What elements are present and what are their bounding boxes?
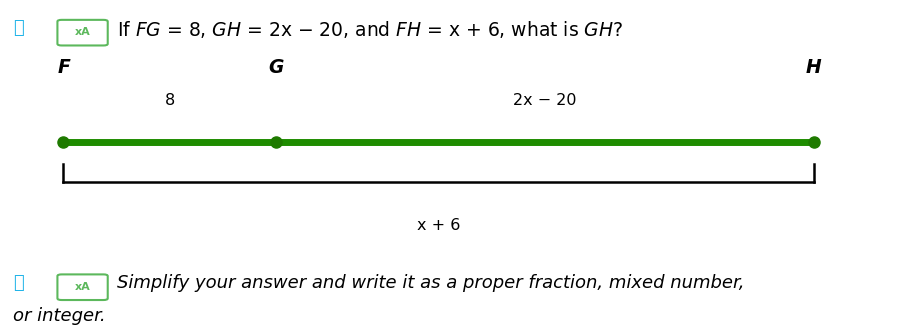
Text: Simplify your answer and write it as a proper fraction, mixed number,: Simplify your answer and write it as a p… bbox=[118, 274, 745, 292]
Text: 🔊: 🔊 bbox=[13, 19, 24, 37]
Text: or integer.: or integer. bbox=[13, 307, 106, 325]
Text: If $FG$ = 8, $GH$ = 2x − 20, and $FH$ = x + 6, what is $GH$?: If $FG$ = 8, $GH$ = 2x − 20, and $FH$ = … bbox=[118, 19, 623, 40]
FancyBboxPatch shape bbox=[57, 275, 108, 300]
Text: x + 6: x + 6 bbox=[417, 218, 460, 233]
Text: G: G bbox=[268, 58, 283, 77]
Text: F: F bbox=[57, 58, 70, 77]
Text: xA: xA bbox=[74, 27, 91, 37]
Text: 2x − 20: 2x − 20 bbox=[513, 93, 577, 108]
Text: H: H bbox=[806, 58, 822, 77]
Text: 8: 8 bbox=[165, 93, 175, 108]
Text: 🔊: 🔊 bbox=[13, 274, 24, 292]
Text: xA: xA bbox=[74, 282, 91, 292]
FancyBboxPatch shape bbox=[57, 20, 108, 45]
